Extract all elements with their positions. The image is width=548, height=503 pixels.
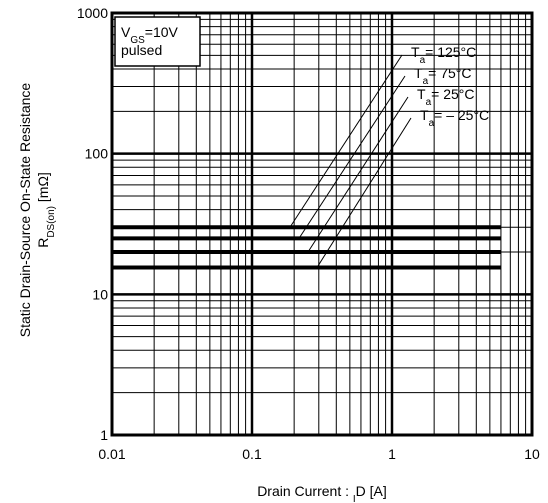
- x-tick-label: 10: [524, 446, 540, 462]
- series-label: Ta= 25°C: [417, 86, 474, 108]
- chart: 0.010.11101101001000VGS=10VpulsedTa= 125…: [0, 0, 548, 503]
- y-tick-label: 10: [92, 286, 108, 302]
- series-label: Ta= 125°C: [411, 44, 476, 66]
- y-axis-label: Static Drain-Source On-State Resistance: [17, 83, 33, 338]
- x-tick-label: 0.01: [98, 446, 125, 462]
- y-tick-label: 1000: [77, 5, 108, 21]
- leader-line: [317, 118, 411, 268]
- x-tick-label: 1: [388, 446, 396, 462]
- x-tick-label: 0.1: [242, 446, 262, 462]
- y-axis-label: RDS(on) [mΩ]: [35, 172, 57, 248]
- y-tick-label: 1: [100, 427, 108, 443]
- series-label: Ta= – 25°C: [420, 107, 489, 129]
- y-tick-label: 100: [85, 146, 109, 162]
- legend-text: pulsed: [121, 42, 162, 58]
- x-axis-label: Drain Current : ID [A]: [257, 483, 387, 503]
- series-label: Ta= 75°C: [414, 65, 471, 87]
- leader-line: [299, 76, 405, 238]
